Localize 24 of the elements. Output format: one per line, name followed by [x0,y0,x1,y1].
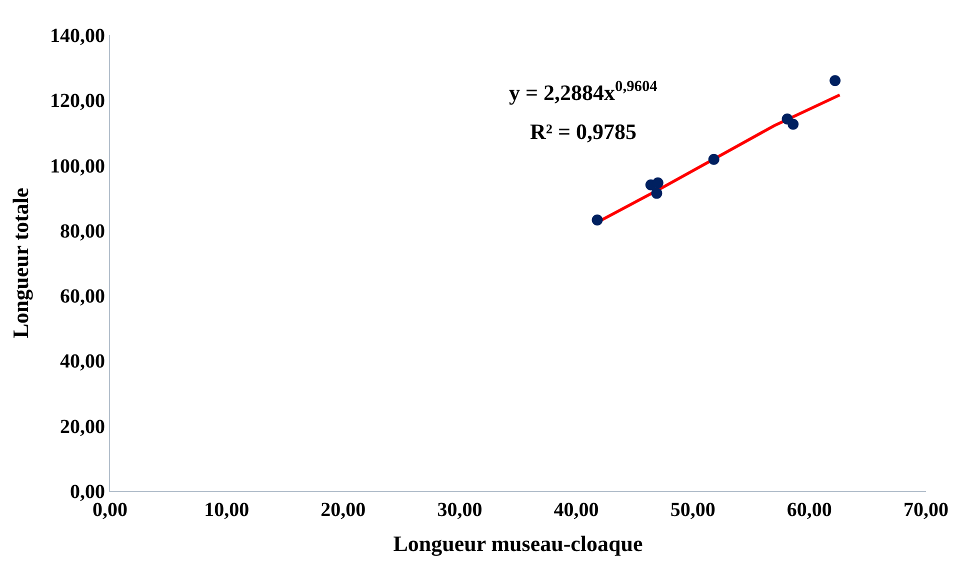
point [652,177,664,188]
y-tick-label: 80,00 [60,220,105,242]
point [708,154,720,165]
y-tick-label: 60,00 [60,286,105,308]
x-tick-label: 40,00 [554,499,599,521]
y-tick-label: 100,00 [50,155,105,178]
x-tick-label: 30,00 [437,499,482,521]
annotation: R² = 0,9785 [530,119,637,144]
y-tick-label: 140,00 [50,25,105,47]
y-axis-title: Longueur totale [8,187,33,338]
point [651,188,662,199]
y-tick-label: 20,00 [60,416,105,438]
x-tick-label: 20,00 [320,499,366,521]
point [830,75,841,86]
point [788,118,799,130]
x-tick-label: 70,00 [904,499,948,521]
point [592,214,603,226]
y-tick-label: 120,00 [50,90,105,112]
x-tick-label: 50,00 [670,499,716,521]
x-axis-title: Longueur museau-cloaque [393,530,644,556]
annotation: y = 2,2884x$^{0,9604}$ [509,78,658,106]
x-tick-label: 10,00 [204,499,250,521]
y-tick-label: 40,00 [60,350,105,373]
x-tick-label: 60,00 [786,499,832,521]
